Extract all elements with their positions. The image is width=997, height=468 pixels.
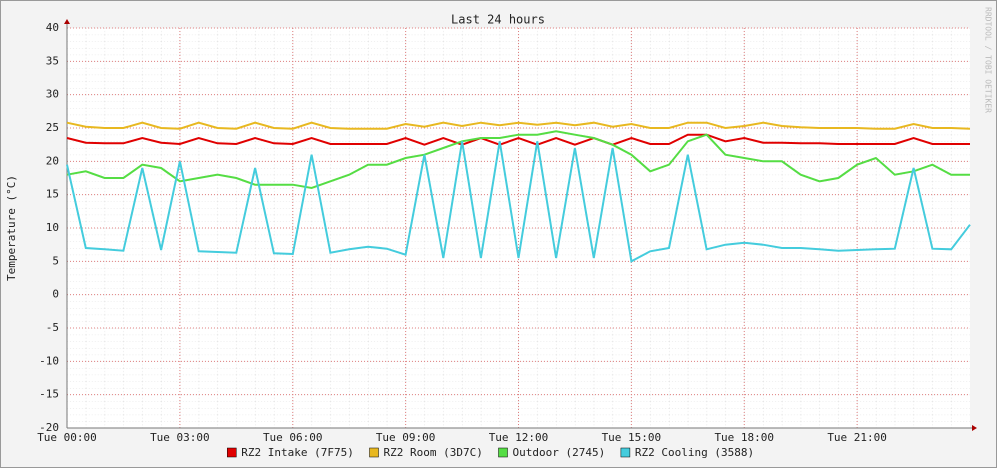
x-tick-label: Tue 21:00 [827, 431, 887, 444]
x-tick-label: Tue 09:00 [376, 431, 436, 444]
x-tick-label: Tue 00:00 [37, 431, 97, 444]
y-axis-label: Temperature (°C) [5, 175, 18, 281]
series-line [66, 141, 971, 263]
y-tick-label: -5 [46, 321, 59, 334]
chart-title: Last 24 hours [451, 13, 545, 27]
x-tick-label: Tue 12:00 [489, 431, 549, 444]
legend-label: RZ2 Cooling (3588) [635, 446, 754, 459]
y-tick-label: 0 [52, 288, 59, 301]
y-tick-label: -20 [39, 421, 59, 434]
legend-swatch [498, 447, 508, 458]
legend-swatch [620, 447, 631, 458]
legend-label: RZ2 Room (3D7C) [384, 446, 483, 459]
y-tick-label: 35 [46, 54, 59, 67]
y-tick-label: -15 [39, 388, 59, 401]
x-tick-label: Tue 06:00 [263, 431, 323, 444]
y-tick-label: 15 [46, 188, 59, 201]
y-tick-label: 30 [46, 88, 59, 101]
y-tick-label: 10 [46, 221, 59, 234]
y-tick-label: 5 [52, 254, 59, 267]
legend-label: Outdoor (2745) [513, 446, 606, 459]
series-line [66, 133, 970, 146]
watermark: RRDTOOL / TOBI OETIKER [984, 7, 993, 113]
x-tick-label: Tue 15:00 [602, 431, 662, 444]
y-tick-label: 25 [46, 121, 59, 134]
x-tick-label: Tue 03:00 [150, 431, 210, 444]
series-line [66, 130, 970, 190]
arrow [972, 425, 977, 431]
legend-label: RZ2 Intake (7F75) [241, 446, 354, 459]
legend-swatch [369, 447, 379, 458]
y-tick-label: 40 [46, 21, 59, 34]
series-line [66, 121, 971, 130]
legend-swatch [227, 447, 237, 458]
x-tick-label: Tue 18:00 [714, 431, 774, 444]
y-tick-label: 20 [46, 154, 59, 167]
y-tick-label: -10 [39, 354, 59, 367]
arrow [64, 19, 70, 24]
